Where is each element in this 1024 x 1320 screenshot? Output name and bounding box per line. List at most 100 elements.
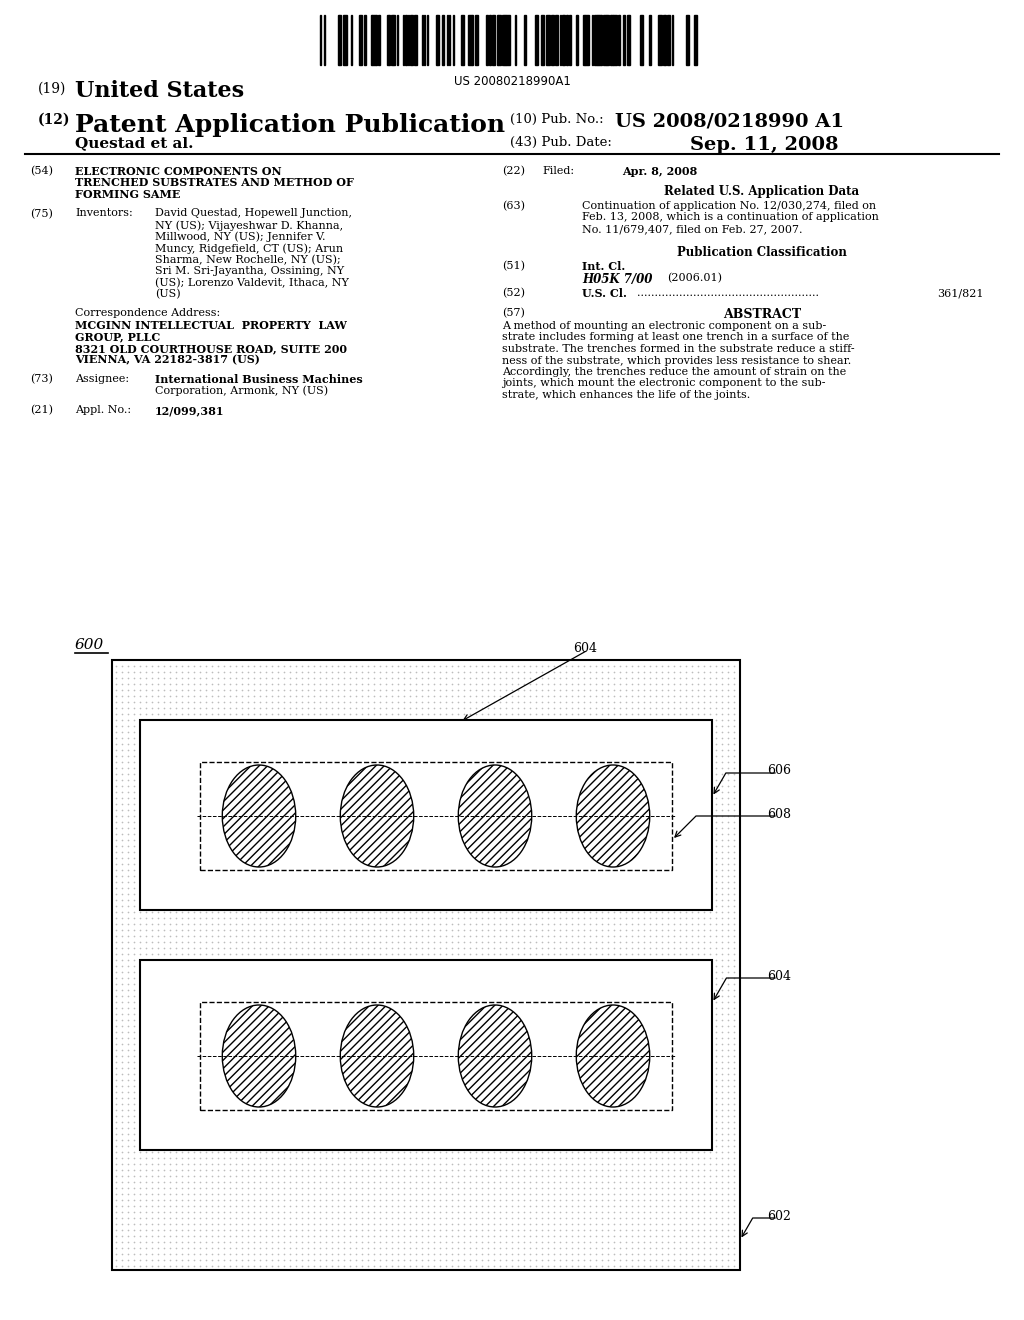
Point xyxy=(108,800,124,821)
Point xyxy=(483,1111,500,1133)
Point xyxy=(330,1250,346,1271)
Point xyxy=(472,1034,488,1055)
Point xyxy=(262,1118,279,1139)
Point xyxy=(420,824,436,845)
Point xyxy=(204,812,220,833)
Point xyxy=(294,1130,310,1151)
Point xyxy=(238,956,254,977)
Point xyxy=(240,1088,256,1109)
Point xyxy=(552,1003,568,1024)
Point xyxy=(492,1135,508,1156)
Point xyxy=(286,770,302,791)
Point xyxy=(604,859,621,880)
Point xyxy=(522,793,539,814)
Point xyxy=(198,770,214,791)
Point xyxy=(334,1118,350,1139)
Point xyxy=(468,1064,484,1085)
Point xyxy=(502,800,518,821)
Point xyxy=(250,1034,266,1055)
Bar xyxy=(555,15,558,65)
Point xyxy=(334,991,350,1012)
Point xyxy=(390,847,407,869)
Point xyxy=(586,746,602,767)
Point xyxy=(450,1232,466,1253)
Point xyxy=(640,1069,656,1090)
Point xyxy=(636,1015,652,1036)
Point xyxy=(624,937,640,958)
Point xyxy=(334,1022,350,1043)
Point xyxy=(580,1135,596,1156)
Point xyxy=(120,1166,136,1187)
Point xyxy=(573,979,590,1001)
Point xyxy=(246,1093,262,1114)
Point xyxy=(701,1052,718,1073)
Point xyxy=(352,1123,369,1144)
Point xyxy=(233,800,250,821)
Point xyxy=(108,1243,124,1265)
Point xyxy=(198,890,214,911)
Point xyxy=(300,937,316,958)
Point xyxy=(420,1196,436,1217)
Point xyxy=(382,859,398,880)
Point xyxy=(726,656,742,677)
Point xyxy=(684,1135,700,1156)
Point xyxy=(546,1196,562,1217)
Point xyxy=(408,937,424,958)
Point xyxy=(456,986,472,1007)
Point xyxy=(324,956,340,977)
Point xyxy=(240,998,256,1019)
Point xyxy=(462,871,478,892)
Point xyxy=(582,829,598,850)
Point xyxy=(617,895,634,916)
Point xyxy=(653,1034,670,1055)
Point xyxy=(408,656,424,677)
Point xyxy=(268,1081,285,1102)
Point xyxy=(540,656,556,677)
Point xyxy=(617,685,634,706)
Point xyxy=(342,1027,358,1048)
Point xyxy=(472,793,488,814)
Point xyxy=(226,890,243,911)
Point xyxy=(202,1010,218,1031)
Point xyxy=(642,913,658,935)
Point xyxy=(220,746,237,767)
Point xyxy=(432,793,449,814)
Point xyxy=(588,1201,604,1222)
Point xyxy=(136,1105,153,1126)
Point xyxy=(502,788,518,809)
Point xyxy=(359,920,376,941)
Point xyxy=(372,1123,388,1144)
Point xyxy=(222,937,239,958)
Point xyxy=(678,1088,694,1109)
Point xyxy=(275,979,292,1001)
Point xyxy=(300,1069,316,1090)
Point xyxy=(672,907,688,928)
Point xyxy=(502,824,518,845)
Point xyxy=(304,739,321,760)
Point xyxy=(264,871,281,892)
Point xyxy=(268,727,285,748)
Point xyxy=(726,1039,742,1060)
Point xyxy=(708,871,724,892)
Point xyxy=(262,1003,279,1024)
Point xyxy=(611,715,628,737)
Point xyxy=(222,715,239,737)
Point xyxy=(664,817,680,838)
Point xyxy=(336,968,352,989)
Point xyxy=(527,1039,544,1060)
Point xyxy=(485,1088,502,1109)
Point xyxy=(204,1081,220,1102)
Point xyxy=(552,680,568,701)
Point xyxy=(357,751,374,772)
Point xyxy=(726,1196,742,1217)
Point xyxy=(454,1076,470,1097)
Point xyxy=(150,1184,166,1205)
Point xyxy=(315,1027,332,1048)
Point xyxy=(538,847,554,869)
Point xyxy=(606,991,623,1012)
Point xyxy=(676,973,692,994)
Point xyxy=(582,656,598,677)
Point xyxy=(298,956,314,977)
Point xyxy=(622,758,638,779)
Point xyxy=(288,1118,304,1139)
